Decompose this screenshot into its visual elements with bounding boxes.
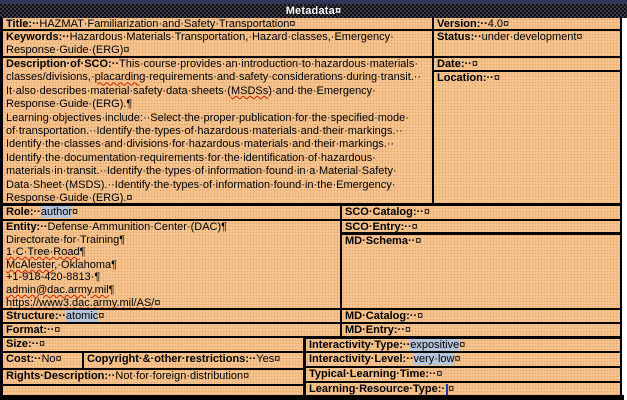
text-run: Entity:·· xyxy=(6,221,48,233)
table-title: Metadata¤ xyxy=(285,5,342,17)
text-run: Structure:·· xyxy=(6,310,66,322)
text-run: SCO·Entry:·· xyxy=(345,221,412,233)
text-run: ¤ xyxy=(448,383,455,395)
cell-typical-learning-time[interactable]: Typical·Learning·Time:··¤ xyxy=(303,368,620,383)
misspelled-text: 1·C·Tree·Road xyxy=(6,246,80,259)
cell-status[interactable]: Status:··under·development¤ xyxy=(432,31,620,58)
cell-rights-description[interactable]: Rights·Description:··Not·for·foreign·dis… xyxy=(3,370,303,386)
text-run: Status:·· xyxy=(437,31,482,43)
text-run: ¤ xyxy=(436,368,443,380)
cell-learning-resource-type[interactable]: Learning·Resource·Type:· ¤ xyxy=(303,383,620,396)
text-run: MD·Schema·· xyxy=(345,235,416,247)
table-background xyxy=(0,18,622,395)
misspelled-text: MSDSs xyxy=(230,84,269,97)
text-run: ·requirements·and·safety·considerations·… xyxy=(6,71,422,97)
text-run: Learning·Resource·Type:· xyxy=(309,383,446,395)
cell-sco-entry[interactable]: SCO·Entry:··¤ xyxy=(340,221,620,235)
cell-sco-catalog[interactable]: SCO·Catalog:··¤ xyxy=(340,206,620,221)
cell-date[interactable]: Date:··¤ xyxy=(432,58,620,72)
misspelled-text: placarding xyxy=(94,71,146,84)
cell-role[interactable]: Role:··author¤ xyxy=(3,206,340,221)
misspelled-text: admin@dac.army.mil xyxy=(6,283,109,296)
text-run: MD·Entry:·· xyxy=(345,324,405,336)
cell-keywords[interactable]: Keywords:··Hazardous·Materials·Transport… xyxy=(3,31,432,58)
text-run: Location:·· xyxy=(437,72,494,84)
cell-format[interactable]: Format:··¤ xyxy=(3,324,340,338)
cell-md-entry[interactable]: MD·Entry:··¤ xyxy=(340,324,620,338)
text-run: ¤ xyxy=(423,206,430,218)
text-run: Defense·Ammunition·Center·(DAC)¶ Directo… xyxy=(6,221,228,246)
cell-structure[interactable]: Structure:··atomic¤ xyxy=(3,310,340,324)
text-run: No¤ xyxy=(41,353,62,365)
text-run: Cost:·· xyxy=(6,353,42,365)
misspelled-text: McAlester xyxy=(6,258,55,271)
text-run: ¤ xyxy=(417,310,424,322)
cell-cost[interactable]: Cost:··No¤ xyxy=(3,353,82,370)
highlighted-text: author xyxy=(40,206,73,218)
text-run: Description·of·SCO:·· xyxy=(6,58,120,70)
text-run: Yes¤ xyxy=(256,353,281,365)
table-left-border xyxy=(0,18,3,395)
text-run: ¤ xyxy=(493,72,500,84)
misspelled-text: https://www3.dac.army.mil/AS/ xyxy=(6,296,155,309)
text-run: Size:·· xyxy=(6,338,39,350)
cell-location[interactable]: Location:··¤ xyxy=(432,72,620,206)
text-run: Not·for·foreign·distribution¤ xyxy=(115,370,250,382)
cell-copyright[interactable]: Copyright·&·other·restrictions:··Yes¤ xyxy=(82,353,303,370)
highlighted-text: expositive xyxy=(410,339,460,351)
text-run: ¶ xyxy=(79,246,86,259)
cell-title[interactable]: Title:··HAZMAT·Familiarization·and·Safet… xyxy=(3,18,432,31)
text-run: ¶ xyxy=(108,283,115,296)
table-bottom-border xyxy=(0,395,624,400)
text-run: )·and·the·Emergency· Response·Guide·(ERG… xyxy=(6,84,409,205)
cell-size[interactable]: Size:··¤ xyxy=(3,338,303,353)
text-run: Hazardous·Materials·Transportation,·Haza… xyxy=(6,31,394,56)
text-run: Role:·· xyxy=(6,206,41,218)
text-run: MD·Catalog:·· xyxy=(345,310,418,322)
text-run: Format:·· xyxy=(6,324,55,336)
text-run: ¤ xyxy=(39,338,46,350)
highlighted-text: atomic xyxy=(65,310,99,322)
text-run: Keywords:·· xyxy=(6,31,70,43)
text-run: ¤ xyxy=(54,324,61,336)
text-run: ¤ xyxy=(154,296,161,309)
text-run: ¤ xyxy=(459,339,466,351)
text-run: ¤ xyxy=(411,221,418,233)
table-header-band: Metadata¤ xyxy=(0,4,627,18)
text-run: ¤ xyxy=(415,235,422,247)
cell-interactivity-type[interactable]: Interactivity·Type:··expositive¤ xyxy=(303,338,620,353)
text-run: ¤ xyxy=(454,353,461,365)
cell-md-schema[interactable]: MD·Schema··¤ xyxy=(340,235,620,310)
highlighted-text: very·low xyxy=(413,353,455,365)
cell-md-catalog[interactable]: MD·Catalog:··¤ xyxy=(340,310,620,324)
top-border-strip xyxy=(0,0,627,4)
text-run: HAZMAT·Familiarization·and·Safety·Transp… xyxy=(39,18,296,30)
text-run: ¤ xyxy=(404,324,412,336)
cell-version[interactable]: Version:··4.0¤ xyxy=(432,18,620,31)
cell-description[interactable]: Description·of·SCO:··This·course·provide… xyxy=(3,58,432,206)
text-run: This·course·provides·an·introduction·to·… xyxy=(6,58,418,84)
cell-interactivity-level[interactable]: Interactivity·Level:··very·low¤ xyxy=(303,353,620,368)
text-run: Typical·Learning·Time:·· xyxy=(309,368,437,380)
text-run: Rights·Description:·· xyxy=(6,370,116,382)
text-run: under·development¤ xyxy=(481,31,583,43)
text-run: Interactivity·Level:·· xyxy=(309,353,414,365)
text-caret xyxy=(446,384,449,395)
text-run: ¤ xyxy=(98,310,105,322)
text-run: ¤ xyxy=(72,206,79,218)
text-run: 4.0¤ xyxy=(487,18,510,30)
table-right-border xyxy=(620,18,622,395)
text-run: ,·Oklahoma¶ +1-918-420-8813·¶ xyxy=(6,258,118,284)
text-run: Date:·· xyxy=(437,58,472,70)
text-run: Interactivity·Type:·· xyxy=(309,339,411,351)
text-run: ¤ xyxy=(471,58,478,70)
text-run: Title:·· xyxy=(6,18,40,30)
cell-entity[interactable]: Entity:··Defense·Ammunition·Center·(DAC)… xyxy=(3,221,340,310)
text-run: Copyright·&·other·restrictions:·· xyxy=(87,353,257,365)
text-run: SCO·Catalog:·· xyxy=(345,206,424,218)
text-run: Version:·· xyxy=(437,18,488,30)
